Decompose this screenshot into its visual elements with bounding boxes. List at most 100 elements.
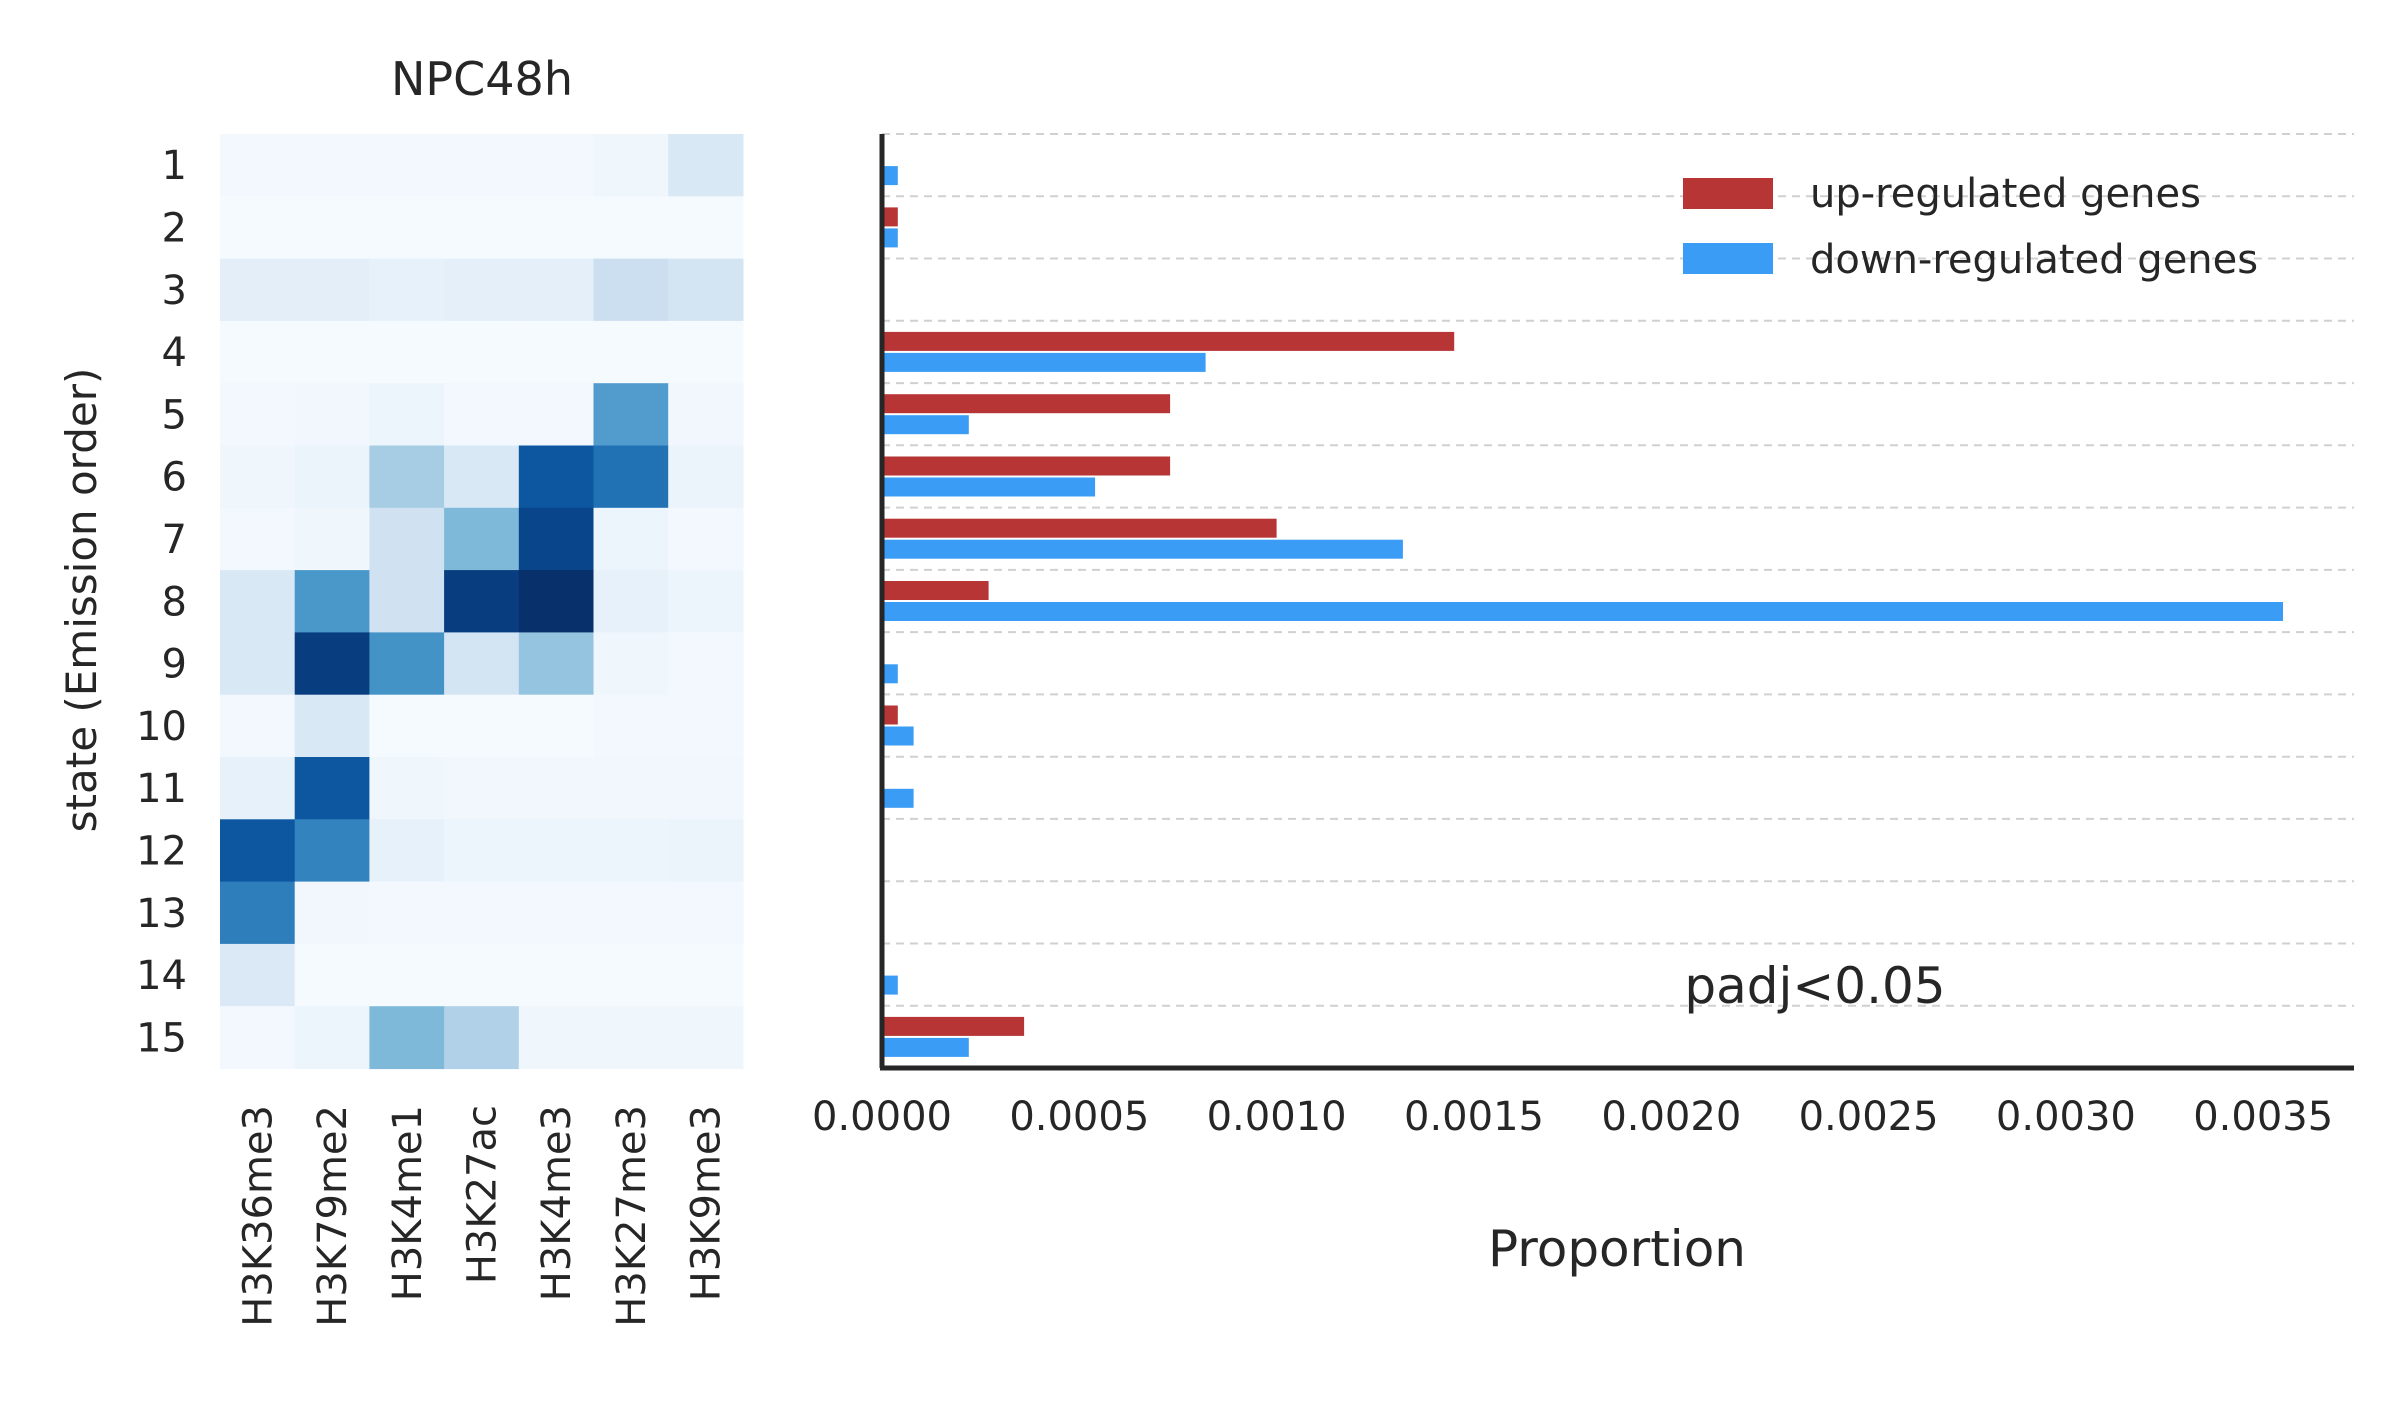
heatmap-cell-state-15-H3K27me3	[593, 1006, 669, 1070]
heatmap-cell-state-8-H3K36me3	[220, 570, 296, 633]
up-regulated-bar-state-5	[882, 394, 1171, 414]
bar-x-tick-label: 0.0025	[1799, 1094, 1939, 1140]
heatmap-cell-state-6-H3K79me2	[294, 445, 370, 509]
heatmap-row-label: 3	[162, 268, 187, 314]
legend-swatch-down-regulated	[1683, 243, 1773, 274]
heatmap-column-label: H3K9me3	[684, 1105, 730, 1301]
heatmap-cell-state-4-H3K9me3	[668, 320, 744, 384]
heatmap-row-label: 5	[162, 392, 187, 438]
heatmap-cell-state-11-H3K4me3	[518, 757, 595, 820]
up-regulated-bar-state-8	[882, 581, 989, 600]
heatmap-cell-state-13-H3K27me3	[593, 881, 669, 945]
heatmap-cell-state-1-H3K36me3	[220, 134, 296, 197]
heatmap-column-label: H3K27ac	[459, 1105, 505, 1284]
down-regulated-bar-state-4	[882, 352, 1206, 372]
heatmap-cell-state-8-H3K4me1	[369, 570, 445, 633]
heatmap-cell-state-7-H3K4me3	[518, 507, 595, 571]
heatmap-cell-state-11-H3K36me3	[220, 757, 296, 820]
heatmap-cell-state-2-H3K9me3	[668, 196, 744, 260]
heatmap-cell-state-8-H3K9me3	[668, 570, 744, 633]
heatmap-cell-state-10-H3K4me3	[518, 694, 595, 758]
down-regulated-bar-state-6	[882, 477, 1096, 497]
bar-x-tick-label: 0.0030	[1996, 1094, 2136, 1140]
heatmap-cell-state-4-H3K4me1	[369, 320, 445, 384]
heatmap-cell-state-9-H3K4me1	[369, 632, 445, 696]
up-regulated-bar-state-6	[882, 456, 1171, 476]
heatmap-cell-state-15-H3K79me2	[294, 1006, 370, 1070]
down-regulated-bar-state-10	[882, 726, 914, 746]
heatmap-cell-state-2-H3K4me1	[369, 196, 445, 260]
heatmap-cell-state-12-H3K79me2	[294, 819, 370, 883]
heatmap-cell-state-14-H3K4me3	[518, 943, 595, 1007]
heatmap-cell-state-13-H3K27ac	[444, 881, 520, 945]
heatmap-column-label: H3K79me2	[310, 1105, 356, 1327]
heatmap-title: NPC48h	[391, 52, 573, 106]
heatmap-column-labels: H3K36me3 H3K79me2 H3K4me1 H3K27ac H3K4me3 H3K…	[235, 1105, 729, 1327]
bar-x-axis-label: Proportion	[1488, 1220, 1746, 1278]
bar-x-tick-label: 0.0015	[1404, 1094, 1544, 1140]
heatmap-cell-state-4-H3K4me3	[518, 320, 595, 384]
heatmap-cell-state-13-H3K4me1	[369, 881, 445, 945]
heatmap-cell-state-9-H3K27me3	[593, 632, 669, 696]
heatmap-cell-state-3-H3K4me1	[369, 258, 445, 322]
heatmap-cell-state-12-H3K9me3	[668, 819, 744, 883]
heatmap-cell-state-12-H3K27me3	[593, 819, 669, 883]
heatmap-cell-state-13-H3K36me3	[220, 881, 296, 945]
bar-x-tick-labels: 0.0000 0.0005 0.0010 0.0015 0.0020 0.0025 0.00…	[812, 1094, 2333, 1140]
heatmap-cell-state-1-H3K27me3	[593, 134, 669, 197]
heatmap-row-label: 4	[162, 330, 187, 376]
heatmap-cell-state-7-H3K27me3	[593, 507, 669, 571]
heatmap-cell-state-15-H3K36me3	[220, 1006, 296, 1070]
heatmap-cell-state-15-H3K4me3	[518, 1006, 595, 1070]
heatmap-cell-state-4-H3K36me3	[220, 320, 296, 384]
heatmap-cell-state-2-H3K4me3	[518, 196, 595, 260]
heatmap-cell-state-10-H3K27ac	[444, 694, 520, 758]
heatmap-column-label: H3K36me3	[235, 1105, 281, 1327]
heatmap-cell-state-2-H3K79me2	[294, 196, 370, 260]
down-regulated-bar-state-14	[882, 975, 898, 995]
bar-x-tick-label: 0.0000	[812, 1094, 952, 1140]
heatmap-cell-state-7-H3K4me1	[369, 507, 445, 571]
heatmap-cell-state-6-H3K27me3	[593, 445, 669, 509]
heatmap-cell-state-14-H3K27ac	[444, 943, 520, 1007]
heatmap-cell-state-3-H3K36me3	[220, 258, 296, 322]
heatmap-cell-state-14-H3K36me3	[220, 943, 296, 1007]
heatmap-cell-state-9-H3K27ac	[444, 632, 520, 696]
heatmap-row-label: 15	[136, 1015, 187, 1061]
heatmap-row-label: 11	[136, 766, 187, 812]
down-regulated-bar-state-5	[882, 415, 969, 435]
heatmap-cell-state-11-H3K27ac	[444, 757, 520, 820]
bar-chart-panel: 0.0000 0.0005 0.0010 0.0015 0.0020 0.0025 0.00…	[812, 133, 2354, 1278]
bar-x-tick-label: 0.0020	[1601, 1094, 1741, 1140]
heatmap-cell-state-8-H3K27ac	[444, 570, 520, 633]
heatmap-cell-state-12-H3K4me1	[369, 819, 445, 883]
legend: up-regulated genes down-regulated genes	[1683, 171, 2258, 283]
heatmap-cell-state-3-H3K27me3	[593, 258, 669, 322]
heatmap-cell-state-3-H3K9me3	[668, 258, 744, 322]
heatmap-cell-state-10-H3K36me3	[220, 694, 296, 758]
heatmap-cell-state-5-H3K36me3	[220, 383, 296, 447]
heatmap-cell-state-1-H3K79me2	[294, 134, 370, 197]
heatmap-cell-state-5-H3K27me3	[593, 383, 669, 447]
heatmap-cell-state-10-H3K79me2	[294, 694, 370, 758]
heatmap-cell-state-3-H3K27ac	[444, 258, 520, 322]
heatmap-cell-state-10-H3K4me1	[369, 694, 445, 758]
heatmap-cell-state-13-H3K9me3	[668, 881, 744, 945]
bar-gridlines	[882, 133, 2354, 1007]
heatmap-column-label: H3K4me1	[385, 1105, 431, 1301]
heatmap-column-label: H3K4me3	[534, 1105, 580, 1301]
heatmap-row-label: 2	[162, 205, 187, 251]
heatmap-cell-state-1-H3K4me3	[518, 134, 595, 197]
heatmap-cell-state-7-H3K9me3	[668, 507, 744, 571]
heatmap-row-label: 1	[162, 143, 187, 189]
heatmap-panel: NPC48h state (Emission order) 1234567891…	[57, 52, 744, 1327]
heatmap-cell-state-11-H3K79me2	[294, 757, 370, 820]
heatmap-cell-state-12-H3K27ac	[444, 819, 520, 883]
heatmap-cell-state-7-H3K27ac	[444, 507, 520, 571]
heatmap-cell-state-14-H3K27me3	[593, 943, 669, 1007]
heatmap-cell-state-9-H3K79me2	[294, 632, 370, 696]
heatmap-cell-state-8-H3K27me3	[593, 570, 669, 633]
heatmap-cell-state-7-H3K36me3	[220, 507, 296, 571]
